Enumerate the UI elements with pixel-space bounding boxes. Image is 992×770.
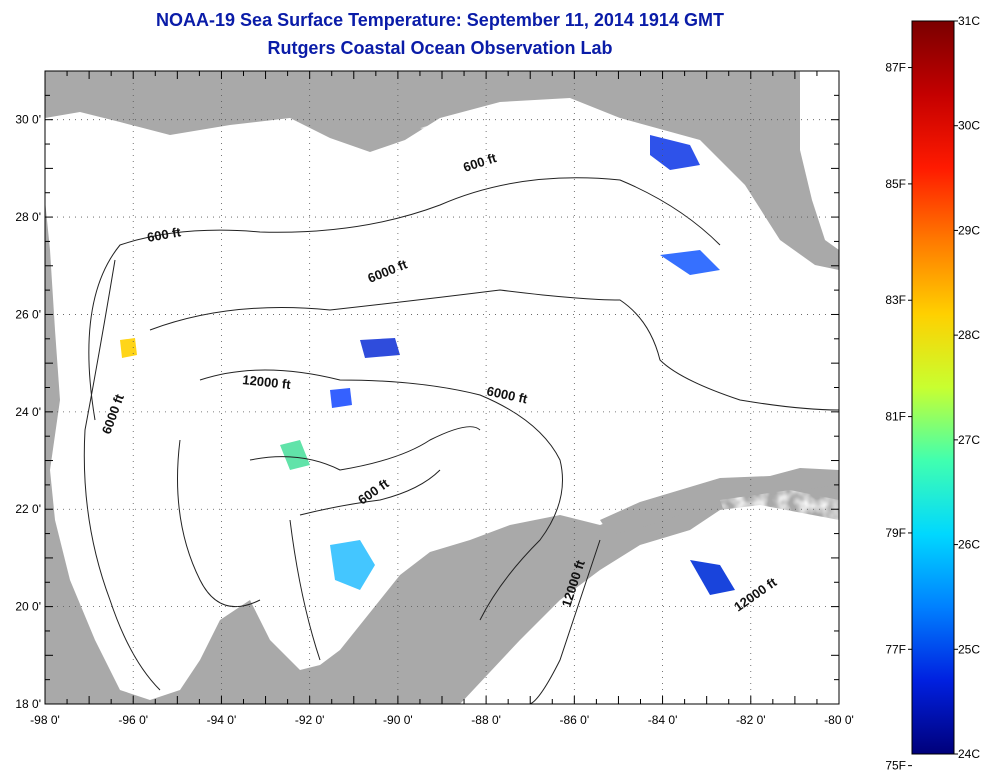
- colorbar-ticks: [908, 20, 958, 767]
- longitude-axis: -98 0' -96 0' -94 0' -92 0' -90 0' -88 0' -86 …: [30, 713, 854, 727]
- sst-cool-patches: [120, 135, 735, 595]
- longitude-tick-label: -94 0': [207, 713, 237, 727]
- colorbar-fahrenheit-label: 87F: [885, 61, 906, 75]
- colorbar-fahrenheit-label: 79F: [885, 526, 906, 540]
- latitude-tick-label: 28 0': [15, 210, 41, 224]
- colorbar-fahrenheit-label: 83F: [885, 293, 906, 307]
- colorbar-fahrenheit-label: 81F: [885, 410, 906, 424]
- map-subtitle: Rutgers Coastal Ocean Observation Lab: [267, 38, 613, 58]
- colorbar-celsius-label: 25C: [958, 642, 980, 656]
- colorbar-celsius-labels: 31C 30C 29C 28C 27C 26C 25C 24C: [958, 14, 980, 761]
- longitude-tick-label: -86 0': [560, 713, 590, 727]
- latitude-tick-label: 20 0': [15, 600, 41, 614]
- contour-label: 12000 ft: [242, 372, 292, 392]
- longitude-tick-label: -84 0': [648, 713, 678, 727]
- colorbar-fahrenheit-label: 85F: [885, 177, 906, 191]
- atlantic-water: [800, 71, 839, 250]
- colorbar-fahrenheit-label: 77F: [885, 642, 906, 656]
- graticule: [45, 71, 839, 704]
- latitude-tick-label: 30 0': [15, 113, 41, 127]
- latitude-tick-label: 22 0': [15, 502, 41, 516]
- colorbar-celsius-label: 28C: [958, 328, 980, 342]
- longitude-tick-label: -88 0': [471, 713, 501, 727]
- latitude-tick-label: 24 0': [15, 405, 41, 419]
- colorbar-celsius-label: 29C: [958, 223, 980, 237]
- colorbar-celsius-label: 27C: [958, 433, 980, 447]
- longitude-tick-label: -90 0': [383, 713, 413, 727]
- frame-ticks: [44, 70, 840, 705]
- longitude-tick-label: -98 0': [30, 713, 60, 727]
- colorbar-celsius-label: 24C: [958, 747, 980, 761]
- colorbar-celsius-label: 26C: [958, 538, 980, 552]
- colorbar-fahrenheit-labels: 87F 85F 83F 81F 79F 77F 75F: [885, 61, 906, 770]
- longitude-tick-label: -92 0': [295, 713, 325, 727]
- colorbar-celsius-label: 30C: [958, 119, 980, 133]
- latitude-tick-label: 18 0': [15, 697, 41, 711]
- latitude-tick-label: 26 0': [15, 307, 41, 321]
- latitude-axis: 18 0' 20 0' 22 0' 24 0' 26 0' 28 0' 30 0': [15, 113, 41, 711]
- colorbar: [911, 20, 955, 755]
- longitude-tick-label: -96 0': [118, 713, 148, 727]
- longitude-tick-label: -80 0': [824, 713, 854, 727]
- colorbar-celsius-label: 31C: [958, 14, 980, 28]
- bathymetry-contours: [83, 177, 839, 704]
- contour-label: 600 ft: [146, 224, 183, 245]
- colorbar-fahrenheit-label: 75F: [885, 759, 906, 770]
- longitude-tick-label: -82 0': [736, 713, 766, 727]
- cuba-land: [600, 468, 839, 535]
- map-title: NOAA-19 Sea Surface Temperature: Septemb…: [156, 10, 724, 30]
